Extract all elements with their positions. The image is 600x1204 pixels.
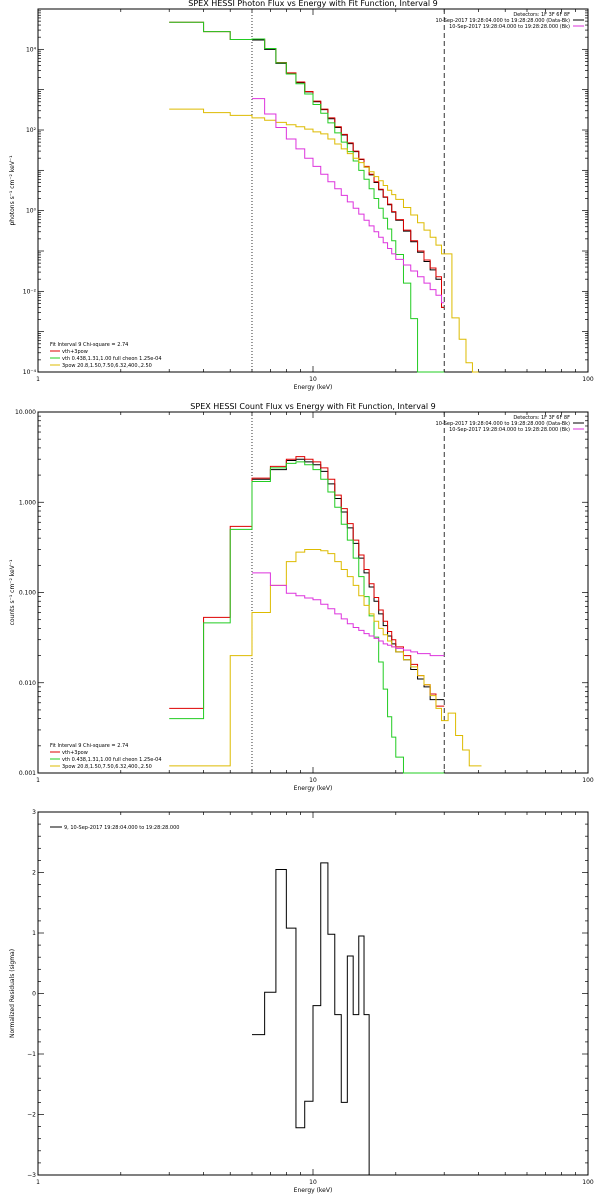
y-tick-label: 0.100 bbox=[19, 590, 36, 597]
x-tick-label: 1 bbox=[36, 1179, 40, 1186]
series-magenta-steps bbox=[251, 98, 445, 304]
x-tick-label: 100 bbox=[582, 777, 594, 784]
y-tick-label: 2 bbox=[32, 870, 36, 877]
legend-entry: vth 0.438,1.31,1.00 full cheon 1.25e-04 bbox=[62, 356, 162, 362]
series-black-steps bbox=[251, 39, 445, 308]
y-tick-label: 10⁴ bbox=[26, 46, 37, 53]
y-tick-label: 0.010 bbox=[19, 680, 36, 687]
series-magenta-steps bbox=[251, 572, 445, 657]
y-tick-label: 1.000 bbox=[19, 499, 36, 506]
y-axis-label: counts s⁻¹ cm⁻² keV⁻¹ bbox=[9, 559, 16, 625]
x-tick-label: 10 bbox=[309, 1179, 317, 1186]
legend-title: Fit Interval 9 Chi-square = 2.74 bbox=[50, 743, 128, 749]
x-axis-label: Energy (keV) bbox=[294, 384, 333, 391]
y-tick-label: 10⁻² bbox=[23, 288, 37, 295]
x-axis-label: Energy (keV) bbox=[294, 785, 333, 792]
series-green-steps bbox=[169, 21, 445, 373]
info-line: 10-Sep-2017 19:28:04.000 to 19:28:28.000… bbox=[436, 18, 571, 24]
legend-title: Fit Interval 9 Chi-square = 2.74 bbox=[50, 342, 128, 348]
chart-panel-1: SPEX HESSI Photon Flux vs Energy with Fi… bbox=[9, 0, 594, 391]
info-line: 10-Sep-2017 19:28:04.000 to 19:28:28.000… bbox=[436, 421, 571, 427]
series-black-steps bbox=[251, 458, 445, 701]
series-green-steps bbox=[169, 461, 445, 774]
legend-entry: vth+3pow bbox=[62, 349, 88, 355]
chart-title: SPEX HESSI Count Flux vs Energy with Fit… bbox=[190, 402, 435, 411]
info-line: Detectors: 1F 3F 6F 8F bbox=[513, 415, 570, 421]
x-tick-label: 10 bbox=[309, 376, 317, 383]
y-tick-label: 1 bbox=[32, 930, 36, 937]
y-tick-label: −2 bbox=[27, 1112, 36, 1119]
info-line: Detectors: 1F 3F 6F 8F bbox=[513, 12, 570, 18]
series-red-steps bbox=[169, 21, 445, 308]
legend-entry: 9, 10-Sep-2017 19:28:04.000 to 19:28:28.… bbox=[64, 825, 179, 831]
series-red-steps bbox=[169, 456, 445, 709]
y-tick-label: 10⁰ bbox=[26, 208, 37, 215]
y-tick-label: 10² bbox=[26, 127, 37, 134]
x-tick-label: 10 bbox=[309, 777, 317, 784]
legend-entry: 3pow 20.8,1.50,7.50,6.32,400.,2.50 bbox=[62, 764, 152, 770]
x-tick-label: 100 bbox=[582, 376, 594, 383]
legend-entry: vth 0.438,1.31,1.00 full cheon 1.25e-04 bbox=[62, 757, 162, 763]
series-gold-steps bbox=[169, 548, 482, 767]
chart-panel-2: SPEX HESSI Count Flux vs Energy with Fit… bbox=[9, 402, 594, 792]
y-tick-label: 10.000 bbox=[15, 409, 36, 416]
plot-frame bbox=[37, 8, 589, 373]
x-tick-label: 100 bbox=[582, 1179, 594, 1186]
legend-entry: 3pow 20.8,1.50,7.50,6.32,400.,2.50 bbox=[62, 363, 152, 369]
series-black-steps bbox=[251, 862, 445, 1176]
y-tick-label: 0.001 bbox=[19, 770, 36, 777]
y-axis-label: Normalized Residuals (sigma) bbox=[9, 949, 16, 1038]
y-tick-label: −1 bbox=[27, 1051, 36, 1058]
info-line: 10-Sep-2017 19:28:04.000 to 19:28:28.000… bbox=[449, 427, 570, 433]
chart-title: SPEX HESSI Photon Flux vs Energy with Fi… bbox=[188, 0, 438, 8]
chart-panel-3: 1 10 100 Energy (keV) −3 −2 −1 0 1 2 3 Normalized R… bbox=[9, 809, 594, 1194]
x-axis-label: Energy (keV) bbox=[294, 1187, 333, 1194]
series-gold-steps bbox=[169, 108, 479, 373]
y-tick-label: 10⁻⁴ bbox=[23, 369, 37, 376]
plot-frame bbox=[37, 811, 589, 1176]
y-tick-label: −3 bbox=[27, 1172, 36, 1179]
x-tick-label: 1 bbox=[36, 376, 40, 383]
y-tick-label: 3 bbox=[32, 809, 36, 816]
x-tick-label: 1 bbox=[36, 777, 40, 784]
y-tick-label: 0 bbox=[32, 991, 36, 998]
y-axis-label: photons s⁻¹ cm⁻² keV⁻¹ bbox=[9, 155, 16, 226]
info-line: 10-Sep-2017 19:28:04.000 to 19:28:28.000… bbox=[449, 24, 570, 30]
legend-entry: vth+3pow bbox=[62, 750, 88, 756]
